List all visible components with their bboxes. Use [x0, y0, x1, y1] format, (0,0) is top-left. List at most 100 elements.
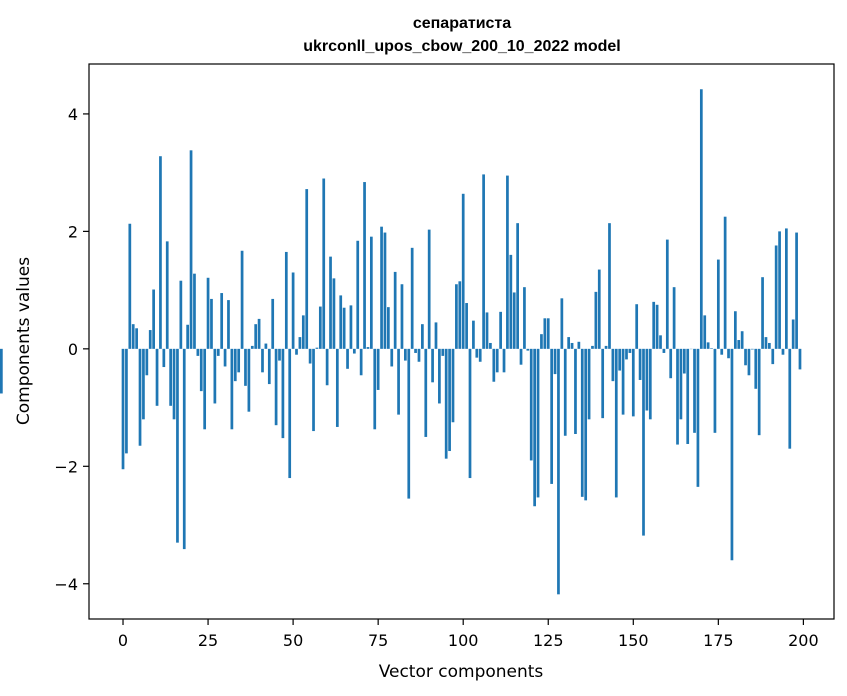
bar-19 [186, 324, 190, 349]
bar-154 [645, 348, 649, 411]
bar-0 [121, 348, 125, 470]
bar-107 [485, 312, 489, 349]
x-tick-label: 25 [198, 631, 218, 650]
bar-82 [400, 284, 404, 349]
bar-89 [424, 348, 428, 437]
bar-118 [523, 287, 526, 349]
bar-163 [676, 348, 679, 445]
y-tick-label: 0 [68, 340, 78, 359]
bar-10 [155, 348, 159, 406]
bar-94 [441, 348, 445, 356]
bar-128 [557, 348, 560, 595]
bar-69 [356, 240, 360, 349]
bar-133 [574, 348, 577, 434]
bar-8 [148, 330, 152, 349]
bar-114 [509, 254, 513, 349]
bar-175 [716, 259, 720, 349]
bar-84 [407, 348, 411, 499]
bar-164 [679, 348, 683, 420]
bar-119 [526, 348, 530, 351]
bar-191 [771, 348, 775, 365]
bar-186 [754, 348, 758, 389]
bar-86 [414, 348, 417, 353]
bar-1 [125, 348, 128, 454]
bar-39 [254, 324, 258, 349]
bar-18 [182, 348, 186, 550]
bar-44 [271, 298, 275, 349]
bar-undefined [0, 348, 3, 394]
bar-45 [274, 348, 278, 426]
bar-51 [295, 348, 298, 355]
bar-157 [655, 304, 659, 349]
bar-23 [199, 348, 203, 392]
bar-174 [713, 348, 717, 433]
bar-158 [659, 335, 662, 349]
bar-171 [703, 315, 707, 349]
y-axis-ticks: −4 −2 0 2 4 [54, 105, 89, 594]
bar-162 [672, 287, 676, 349]
x-tick-label: 200 [788, 631, 819, 650]
x-tick-label: 175 [703, 631, 734, 650]
x-tick-label: 150 [618, 631, 649, 650]
bar-32 [230, 348, 234, 430]
bar-48 [284, 251, 288, 349]
bar-57 [315, 347, 319, 349]
x-axis-label: Vector components [379, 662, 544, 682]
bar-65 [342, 307, 346, 349]
bar-182 [740, 331, 744, 349]
bar-161 [669, 348, 673, 379]
bar-173 [710, 348, 713, 349]
x-tick-label: 100 [448, 631, 479, 650]
bar-33 [233, 348, 237, 382]
bar-130 [563, 348, 567, 436]
bar-189 [764, 337, 768, 349]
bar-141 [601, 348, 605, 419]
bar-112 [502, 348, 506, 373]
y-tick-label: 2 [68, 222, 78, 241]
bar-124 [543, 318, 547, 349]
bar-36 [244, 348, 247, 386]
x-tick-label: 0 [118, 631, 128, 650]
bar-188 [761, 277, 764, 349]
bar-66 [346, 348, 349, 369]
bar-2 [128, 223, 132, 349]
bar-147 [621, 348, 625, 415]
bar-144 [611, 348, 615, 382]
bar-155 [648, 348, 652, 420]
bar-139 [594, 291, 598, 349]
bar-185 [751, 348, 754, 350]
bar-60 [325, 348, 329, 386]
bar-131 [567, 337, 571, 349]
bar-12 [162, 348, 166, 368]
bar-152 [638, 348, 642, 380]
bar-100 [461, 193, 465, 349]
bar-88 [421, 324, 424, 349]
bar-149 [628, 348, 632, 353]
bar-129 [560, 298, 564, 349]
bar-198 [795, 232, 798, 349]
bar-165 [682, 348, 686, 374]
bar-16 [176, 348, 179, 543]
bar-160 [665, 239, 669, 349]
bar-68 [352, 348, 356, 354]
x-tick-label: 75 [368, 631, 388, 650]
bar-121 [533, 348, 536, 507]
bar-5 [138, 348, 142, 446]
bar-9 [152, 289, 155, 349]
bar-138 [591, 345, 594, 349]
bar-28 [216, 348, 220, 356]
chart-title: сепаратиста ukrconll_upos_cbow_200_10_20… [303, 15, 620, 55]
bar-35 [240, 250, 244, 349]
bar-77 [383, 232, 387, 349]
bar-64 [339, 295, 343, 349]
bar-34 [237, 348, 241, 373]
chart-title-line-1: сепаратиста [413, 15, 511, 32]
bar-90 [427, 229, 431, 349]
bar-91 [431, 348, 434, 383]
bar-110 [495, 348, 499, 373]
bar-145 [614, 348, 618, 498]
bar-85 [410, 247, 414, 349]
bar-146 [618, 348, 622, 371]
bar-24 [203, 348, 207, 430]
